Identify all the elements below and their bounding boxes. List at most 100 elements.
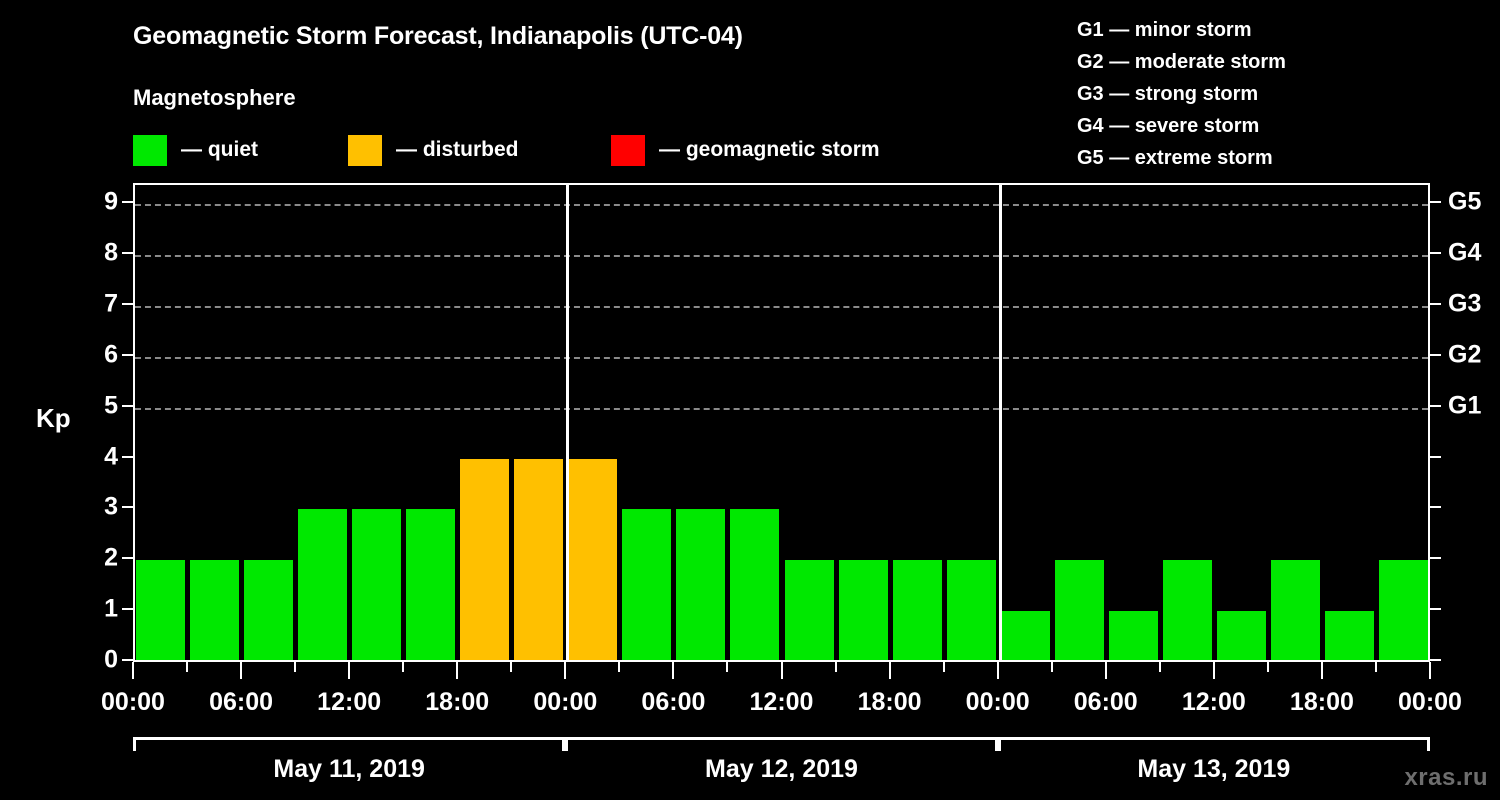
y-tick-label-8: 8 [104,238,118,267]
x-tick-22 [1320,662,1323,679]
x-tick-23 [1374,662,1377,672]
x-tick-24 [1429,662,1431,679]
g-scale-line-5: G5 — extreme storm [1077,147,1273,169]
x-tick-label-9: 06:00 [1073,688,1138,716]
g-axis-label-G5: G5 [1448,187,1482,216]
x-tick-label-11: 18:00 [1289,688,1354,716]
x-tick-label-1: 06:00 [209,688,274,716]
bar-kp [460,458,510,662]
day-label-1: May 11, 2019 [273,755,425,783]
x-tick-label-12: 00:00 [1398,688,1462,716]
plot-area [133,183,1430,662]
x-tick-21 [1266,662,1269,672]
g-scale-line-4: G4 — severe storm [1077,115,1260,137]
bar-kp [892,560,942,662]
x-tick-14 [888,662,891,679]
bar-kp [1108,611,1158,662]
g-scale-line-1: G1 — minor storm [1077,19,1252,41]
legend-swatch-disturbed [348,134,382,166]
x-tick-11 [726,662,729,672]
day-label-2: May 12, 2019 [705,755,858,783]
x-tick-7 [510,662,513,672]
g-tick-kp-0 [1430,659,1441,661]
y-tick-2 [122,557,133,560]
g-tick-kp-9 [1430,201,1441,204]
y-tick-7 [122,303,133,306]
bar-kp [946,560,996,662]
x-tick-16 [996,662,999,679]
legend-swatch-quiet [133,134,167,166]
x-tick-6 [456,662,459,679]
y-tick-label-5: 5 [104,391,118,420]
g-axis-label-G1: G1 [1448,391,1482,420]
day-label-3: May 13, 2019 [1137,755,1291,783]
x-tick-3 [294,662,297,672]
g-tick-kp-1 [1430,608,1441,611]
bar-kp [730,509,780,662]
bar-kp [622,509,672,662]
g-tick-kp-8 [1430,252,1441,255]
x-tick-label-3: 18:00 [425,688,490,716]
bar-kp [784,560,834,662]
day-bracket-1 [133,737,566,751]
legend-item-disturbed: — disturbed [348,133,519,167]
g-scale-line-2: G2 — moderate storm [1077,51,1286,73]
x-tick-20 [1212,662,1215,679]
y-tick-6 [122,353,133,356]
x-tick-13 [834,662,837,672]
y-tick-label-1: 1 [104,594,118,623]
bar-kp [1162,560,1212,662]
g-tick-kp-2 [1430,557,1441,560]
y-tick-label-7: 7 [104,289,118,318]
day-bracket-2 [565,737,998,751]
x-tick-label-10: 12:00 [1181,688,1246,716]
chart-subtitle: Magnetosphere [133,85,296,110]
x-tick-15 [942,662,945,672]
x-tick-label-6: 12:00 [749,688,814,716]
g-tick-kp-7 [1430,303,1441,306]
x-tick-label-4: 00:00 [533,688,598,716]
bar-kp [244,560,294,662]
day-separator-1 [566,185,570,662]
gridline-kp-7 [135,306,1428,309]
x-tick-label-7: 18:00 [857,688,922,716]
legend-swatch-geomagnetic-storm [611,134,645,166]
y-tick-label-2: 2 [104,543,118,572]
y-tick-9 [122,201,133,204]
bar-kp [136,560,186,662]
y-tick-label-4: 4 [104,442,118,471]
x-tick-label-8: 00:00 [965,688,1030,716]
day-separator-2 [998,185,1002,662]
y-tick-8 [122,252,133,255]
y-tick-1 [122,608,133,611]
bar-kp [1378,560,1428,662]
g-axis-label-G4: G4 [1448,238,1482,267]
bar-kp [1054,560,1104,662]
y-tick-0 [122,659,133,661]
gridline-kp-8 [135,255,1428,258]
y-tick-label-6: 6 [104,340,118,369]
g-scale-line-3: G3 — strong storm [1077,83,1259,105]
page-title: Geomagnetic Storm Forecast, Indianapolis… [133,22,743,50]
legend-item-quiet: — quiet [133,133,258,167]
gridline-kp-5 [135,407,1428,410]
bar-kp [298,509,348,662]
x-tick-5 [402,662,405,672]
g-tick-kp-5 [1430,404,1441,407]
day-bracket-3 [997,737,1430,751]
x-tick-4 [348,662,351,679]
gridline-kp-6 [135,356,1428,359]
x-tick-1 [186,662,189,672]
y-axis-title: Kp [36,403,71,433]
x-tick-10 [672,662,675,679]
bar-kp [676,509,726,662]
legend-label-geomagnetic-storm: — geomagnetic storm [659,138,880,161]
x-tick-2 [240,662,243,679]
y-tick-label-0: 0 [104,645,118,674]
g-axis-label-G3: G3 [1448,289,1482,318]
bar-kp [352,509,402,662]
y-tick-label-3: 3 [104,492,118,521]
x-tick-12 [780,662,783,679]
bar-kp [190,560,240,662]
